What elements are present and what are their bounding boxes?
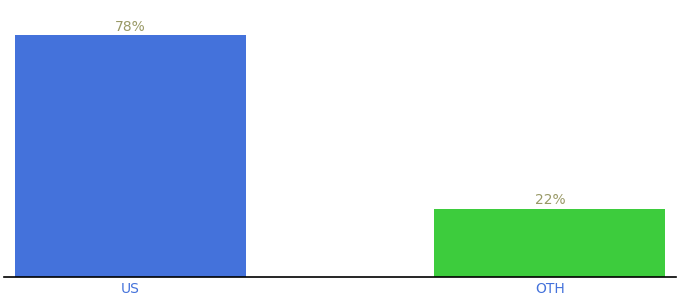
Bar: [435, 209, 665, 277]
Text: 22%: 22%: [534, 193, 565, 207]
Text: 78%: 78%: [115, 20, 146, 34]
Bar: [15, 35, 245, 277]
